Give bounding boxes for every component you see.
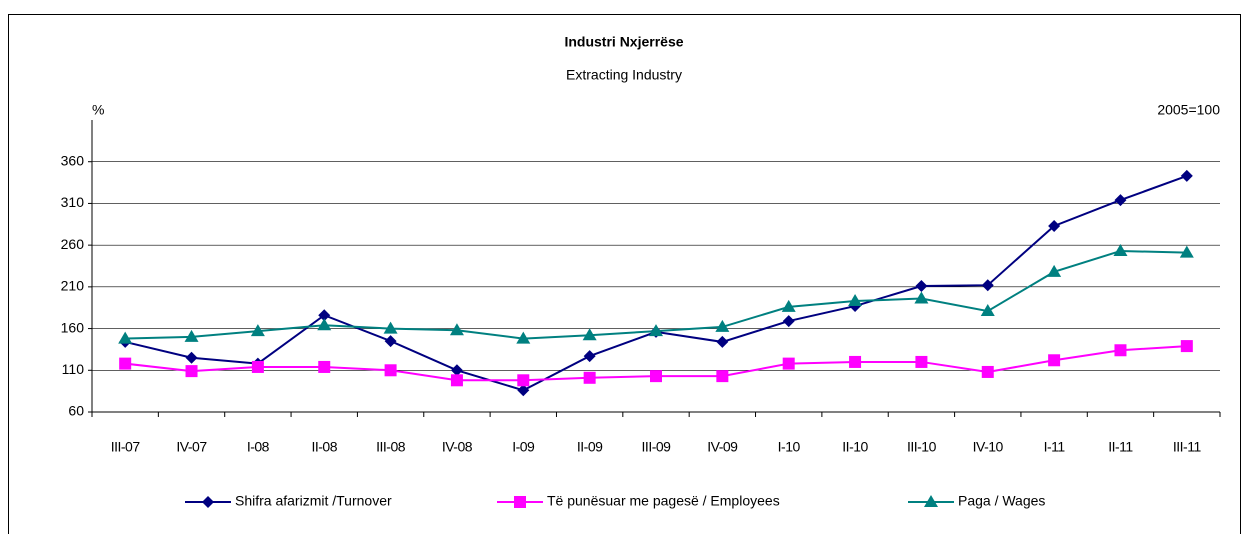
data-point bbox=[517, 384, 530, 397]
data-point bbox=[450, 374, 463, 387]
x-tick-label: I-08 bbox=[247, 439, 270, 455]
y-tick-label: 160 bbox=[61, 319, 85, 335]
y-tick-label: 310 bbox=[61, 194, 85, 210]
data-point bbox=[119, 357, 132, 370]
legend-marker bbox=[202, 496, 214, 508]
y-tick-label: 60 bbox=[68, 403, 84, 419]
data-point bbox=[517, 374, 530, 387]
legend-label: Paga / Wages bbox=[958, 493, 1045, 509]
data-point bbox=[715, 319, 730, 332]
x-tick-label: IV-10 bbox=[973, 439, 1004, 455]
data-point bbox=[849, 355, 862, 368]
data-point bbox=[1180, 169, 1193, 182]
data-point bbox=[716, 370, 729, 383]
data-point bbox=[848, 294, 863, 307]
x-tick-label: IV-09 bbox=[707, 439, 738, 455]
chart-title: Industri Nxjerrëse bbox=[564, 34, 683, 50]
data-point bbox=[716, 335, 729, 348]
data-point bbox=[1048, 354, 1061, 367]
x-tick-label: III-10 bbox=[907, 439, 937, 455]
data-point bbox=[450, 364, 463, 377]
data-point bbox=[516, 331, 531, 344]
y-tick-label: 360 bbox=[61, 152, 85, 168]
data-point bbox=[1048, 219, 1061, 232]
chart-subtitle: Extracting Industry bbox=[566, 67, 682, 83]
data-point bbox=[250, 324, 265, 337]
data-point bbox=[980, 304, 995, 317]
data-point bbox=[782, 315, 795, 328]
data-point bbox=[582, 328, 597, 341]
legend-label: Shifra afarizmit /Turnover bbox=[235, 493, 392, 509]
data-point bbox=[649, 324, 663, 337]
data-point bbox=[384, 335, 397, 348]
y-axis-unit: % bbox=[92, 102, 104, 118]
data-point bbox=[1047, 264, 1062, 277]
base-note: 2005=100 bbox=[1157, 102, 1220, 118]
legend-label: Të punësuar me pagesë / Employees bbox=[547, 493, 780, 509]
data-point bbox=[318, 309, 331, 322]
chart-frame bbox=[8, 14, 1241, 534]
data-point bbox=[915, 280, 928, 293]
y-tick-label: 260 bbox=[61, 236, 85, 252]
data-point bbox=[1113, 243, 1128, 256]
data-point bbox=[184, 329, 199, 342]
x-tick-label: III-11 bbox=[1173, 439, 1202, 455]
data-point bbox=[781, 299, 796, 312]
x-tick-label: IV-08 bbox=[442, 439, 473, 455]
x-tick-label: I-10 bbox=[778, 439, 801, 455]
legend-marker bbox=[924, 495, 938, 507]
x-tick-label: II-09 bbox=[577, 439, 603, 455]
data-point bbox=[317, 318, 332, 331]
x-tick-label: I-11 bbox=[1044, 439, 1066, 455]
data-point bbox=[449, 323, 464, 336]
data-point bbox=[1180, 340, 1193, 353]
data-point bbox=[1179, 245, 1194, 258]
data-point bbox=[251, 360, 264, 373]
data-point bbox=[782, 357, 795, 370]
x-tick-label: II-10 bbox=[842, 439, 868, 455]
data-point bbox=[383, 321, 398, 334]
x-tick-label: IV-07 bbox=[176, 439, 207, 455]
data-point bbox=[185, 365, 198, 378]
data-point bbox=[118, 331, 133, 344]
x-tick-label: III-08 bbox=[376, 439, 406, 455]
data-point bbox=[914, 291, 929, 304]
x-tick-label: III-07 bbox=[111, 439, 141, 455]
data-point bbox=[1114, 344, 1127, 357]
data-point bbox=[981, 279, 994, 292]
data-point bbox=[583, 350, 596, 363]
data-point bbox=[583, 371, 596, 384]
data-point bbox=[185, 351, 198, 364]
data-point bbox=[384, 364, 397, 377]
data-point bbox=[318, 360, 331, 373]
data-point bbox=[981, 365, 994, 378]
y-tick-label: 110 bbox=[62, 361, 85, 377]
x-tick-label: II-11 bbox=[1108, 439, 1133, 455]
data-point bbox=[1114, 194, 1127, 207]
x-tick-label: III-09 bbox=[642, 439, 672, 455]
x-tick-label: I-09 bbox=[512, 439, 535, 455]
x-tick-label: II-08 bbox=[311, 439, 337, 455]
y-tick-label: 210 bbox=[61, 278, 85, 294]
legend-marker bbox=[514, 496, 526, 508]
data-point bbox=[915, 355, 928, 368]
data-point bbox=[650, 370, 662, 383]
